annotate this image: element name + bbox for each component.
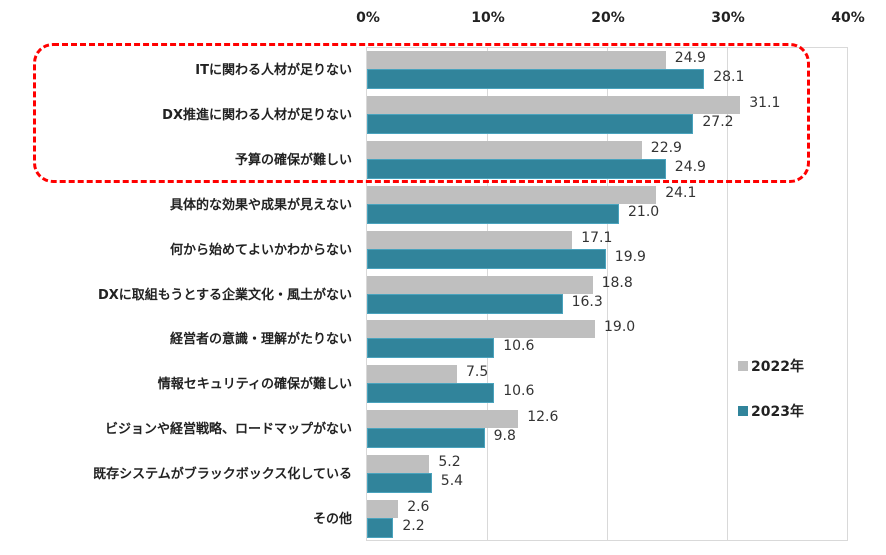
bar-2023 [367,248,606,269]
bar-2022 [367,455,430,474]
legend-swatch-icon [738,406,748,416]
value-label-2023: 21.0 [628,203,660,220]
value-label-2023: 9.8 [493,428,516,445]
bar-2023 [367,293,563,314]
x-tick-label: 40% [831,10,865,26]
gridline [607,48,608,540]
category-label: 何から始めてよいかわからない [169,242,352,258]
legend-item-2022: 2022年 [738,356,804,376]
x-tick-label: 30% [711,10,745,26]
value-label-2023: 28.1 [713,69,745,85]
legend-label: 2023年 [751,404,804,420]
x-tick-label: 20% [591,10,625,26]
bar-2022 [367,51,666,69]
bar-2023 [367,203,619,224]
category-label: ITに関わる人材が足りない [195,63,352,78]
bar-2023 [367,158,666,179]
value-label-2023: 16.3 [571,293,603,310]
bar-2023 [367,428,485,449]
bar-2023 [367,473,432,494]
value-label-2022: 7.5 [466,364,489,381]
legend-item-2023: 2023年 [738,401,804,421]
bar-2022 [367,185,657,204]
value-label-2022: 12.6 [527,409,559,426]
bar-2022 [367,275,593,294]
value-label-2023: 19.9 [614,248,646,265]
category-label: 既存システムがブラックボックス化している [93,467,352,483]
bar-2022 [367,140,642,159]
category-label: DXに取組もうとする企業文化・風土がない [97,287,352,303]
value-label-2022: 17.1 [581,229,613,246]
x-tick-label: 0% [356,10,380,26]
bar-2023 [367,69,705,89]
value-label-2022: 31.1 [749,94,781,111]
bar-2022 [367,95,741,114]
value-label-2022: 2.6 [407,499,430,516]
category-label: 具体的な効果や成果が見えない [169,197,352,213]
bar-2023 [367,383,495,404]
value-label-2022: 19.0 [604,319,636,336]
x-tick-label: 10% [471,10,505,26]
value-label-2022: 5.2 [438,454,461,471]
category-label: 経営者の意識・理解がたりない [169,332,352,348]
bar-2023 [367,338,495,359]
legend-label: 2022年 [751,359,804,375]
bar-2023 [367,518,394,539]
value-label-2023: 10.6 [503,383,535,400]
bar-2022 [367,320,595,339]
gridline [727,48,728,540]
value-label-2022: 22.9 [650,139,682,156]
bar-2022 [367,500,399,519]
category-label: 情報セキュリティの確保が難しい [157,377,352,393]
category-label: DX推進に関わる人材が足りない [162,107,352,123]
category-label: 予算の確保が難しい [234,152,352,168]
bar-2023 [367,113,694,134]
category-label: ビジョンや経営戦略、ロードマップがない [104,422,352,438]
legend-swatch-icon [738,361,748,371]
value-label-2022: 24.9 [674,50,706,66]
value-label-2023: 27.2 [702,113,734,130]
value-label-2023: 2.2 [402,518,425,535]
bar-2022 [367,365,457,384]
value-label-2022: 18.8 [601,274,633,291]
value-label-2022: 24.1 [665,184,697,201]
bar-2022 [367,230,573,249]
value-label-2023: 5.4 [440,473,464,490]
bar-2022 [367,410,519,429]
category-label: その他 [312,512,352,528]
plot-area: 24.9 28.1 31.1 27.2 22.9 24.9 24.1 21.0 17.1 19.9… [366,47,848,541]
value-label-2023: 10.6 [503,338,535,355]
value-label-2023: 24.9 [674,158,706,175]
